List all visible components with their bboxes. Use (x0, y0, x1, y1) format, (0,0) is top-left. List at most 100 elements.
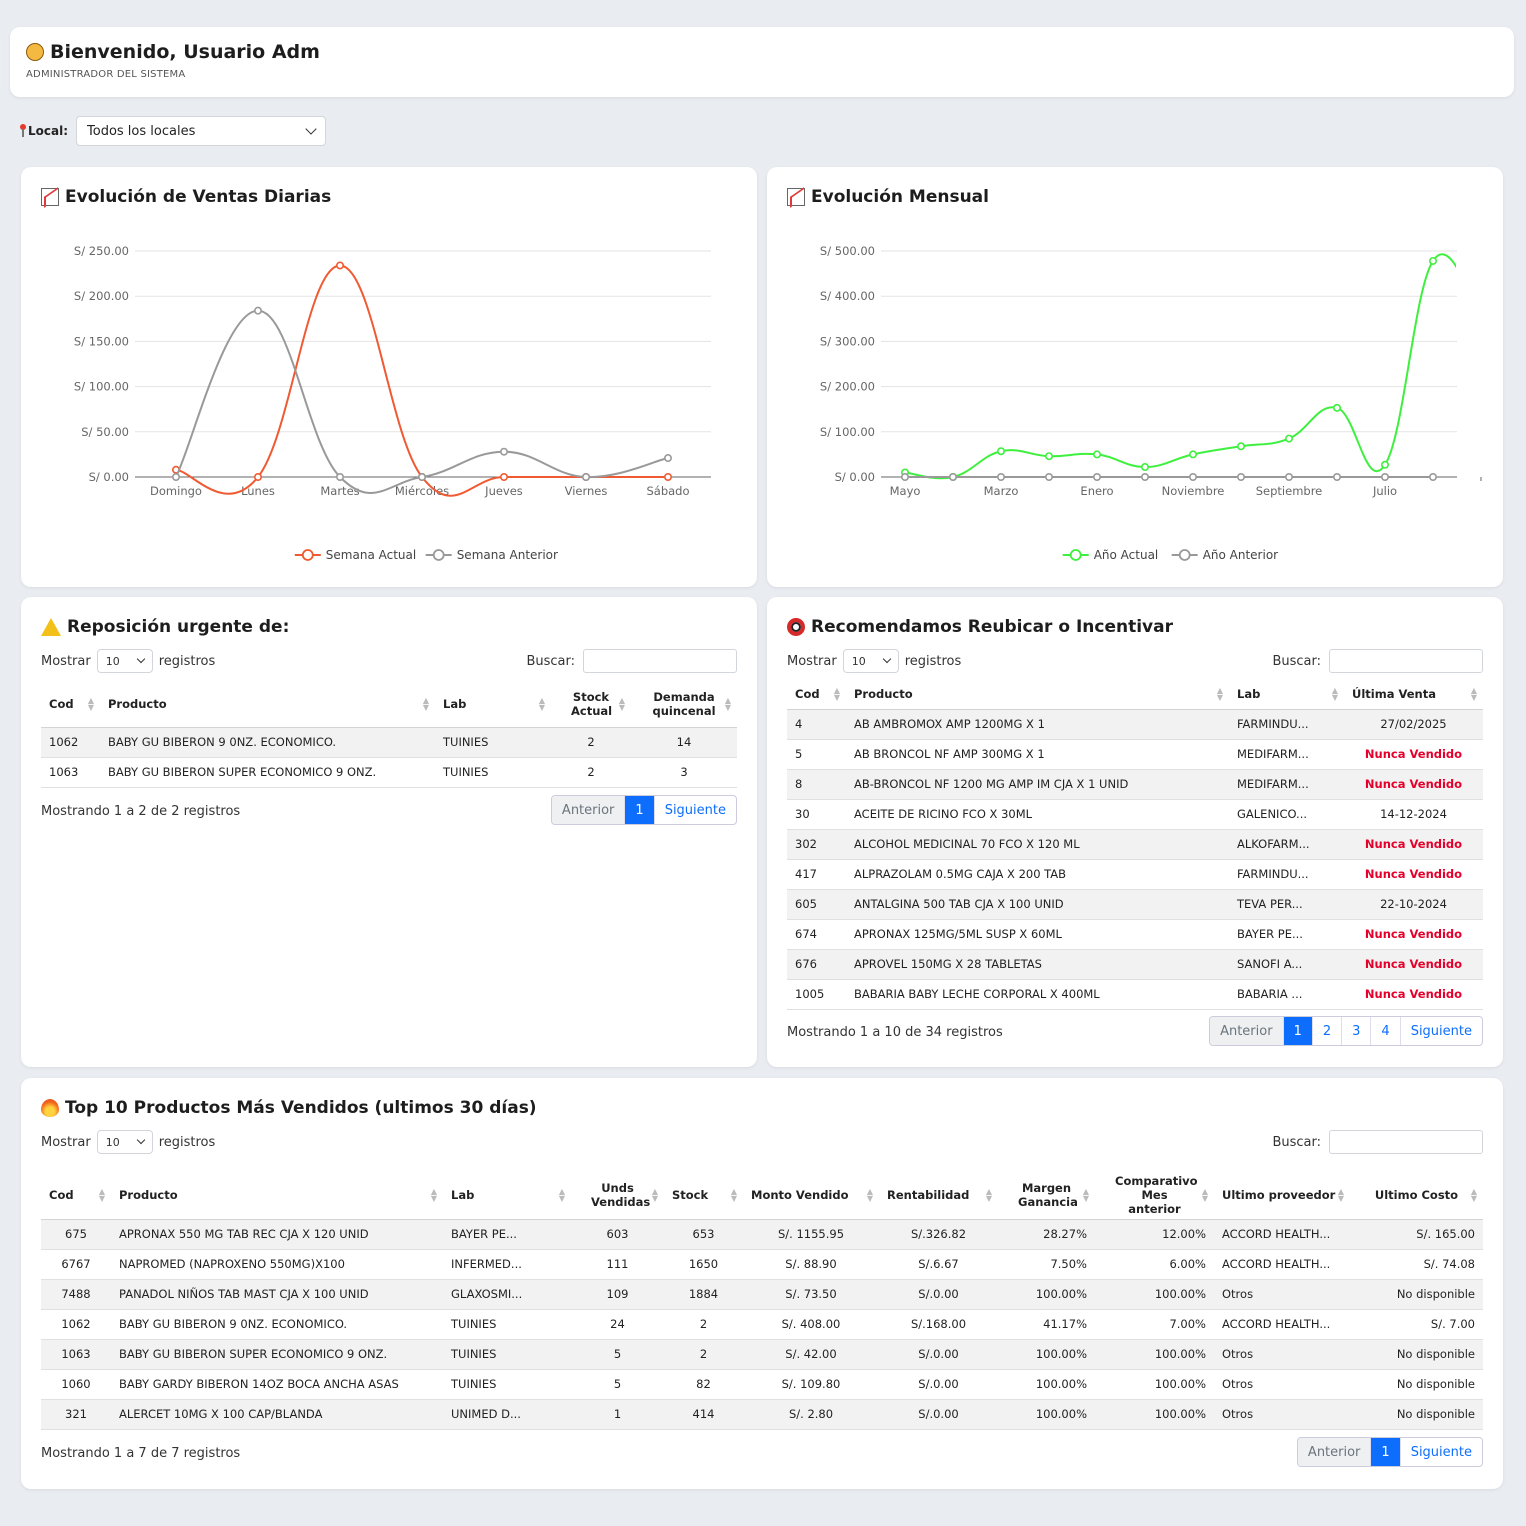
data-point[interactable] (901, 472, 910, 481)
col-header-lab[interactable]: Lab ▲ ▼ (1229, 679, 1344, 710)
data-point[interactable] (663, 454, 672, 463)
page-button-3[interactable]: 3 (1341, 1017, 1370, 1045)
sort-icon: ▲ ▼ (558, 1187, 565, 1204)
col-header-unds-vendidas[interactable]: Unds Vendidas ▲ ▼ (571, 1172, 664, 1220)
prev-page-button[interactable]: Anterior (1297, 1438, 1371, 1466)
cell-cod: 1005 (787, 979, 846, 1010)
data-point[interactable] (1140, 463, 1149, 472)
data-point[interactable] (1188, 472, 1197, 481)
legend-marker[interactable] (432, 549, 445, 561)
page-length-select[interactable]: 10 (96, 649, 153, 673)
legend-marker[interactable] (1069, 549, 1082, 561)
chevron-down-icon (305, 123, 317, 135)
cell-comparativo-mes-anterior: 7.00% (1095, 1309, 1214, 1340)
data-point[interactable] (663, 472, 672, 481)
col-header-cod[interactable]: Cod ▲ ▼ (787, 679, 846, 710)
data-point[interactable] (1428, 256, 1437, 265)
cell-stock: 2 (664, 1309, 743, 1340)
col-header-stock-actual[interactable]: Stock Actual ▲ ▼ (551, 681, 631, 728)
page-length-select[interactable]: 10 (96, 1130, 153, 1154)
col-header-ultima-venta[interactable]: Última Venta ▲ ▼ (1344, 679, 1483, 710)
legend-label-semana-anterior[interactable]: Semana Anterior (457, 548, 558, 562)
col-header-lab[interactable]: Lab ▲ ▼ (435, 681, 551, 728)
next-page-button[interactable]: Siguiente (1399, 1017, 1482, 1045)
col-header-ultimo-costo[interactable]: Ultimo Costo ▲ ▼ (1350, 1172, 1483, 1220)
cell-stock-actual: 2 (551, 757, 631, 788)
data-point[interactable] (1428, 472, 1437, 481)
col-header-monto-vendido[interactable]: Monto Vendido ▲ ▼ (743, 1172, 879, 1220)
data-point[interactable] (254, 306, 263, 315)
data-point[interactable] (1332, 403, 1341, 412)
legend-label-ano-actual[interactable]: Año Actual (1094, 548, 1159, 562)
col-header-stock[interactable]: Stock ▲ ▼ (664, 1172, 743, 1220)
data-point[interactable] (417, 472, 426, 481)
col-header-comparativo-mes-anterior[interactable]: Comparativo Mes anterior ▲ ▼ (1095, 1172, 1214, 1220)
col-header-ultimo-proveedor[interactable]: Ultimo proveedor ▲ ▼ (1214, 1172, 1350, 1220)
col-header-producto[interactable]: Producto ▲ ▼ (100, 681, 435, 728)
data-point[interactable] (1236, 472, 1245, 481)
search-input[interactable] (583, 649, 737, 673)
page-button-4[interactable]: 4 (1370, 1017, 1399, 1045)
local-select[interactable]: Todos los locales (76, 116, 327, 146)
data-point[interactable] (1044, 472, 1053, 481)
page-length-select[interactable]: 10 (842, 649, 899, 673)
data-point[interactable] (1332, 472, 1341, 481)
cell-ultima-venta: 27/02/2025 (1344, 709, 1483, 740)
data-point[interactable] (1236, 442, 1245, 451)
col-header-producto[interactable]: Producto ▲ ▼ (111, 1172, 443, 1220)
col-header-cod[interactable]: Cod ▲ ▼ (41, 1172, 111, 1220)
data-point[interactable] (1092, 472, 1101, 481)
data-point[interactable] (1188, 450, 1197, 459)
data-point[interactable] (1380, 472, 1389, 481)
legend-label-semana-actual[interactable]: Semana Actual (326, 548, 416, 562)
data-point[interactable] (335, 261, 344, 270)
next-page-button[interactable]: Siguiente (653, 796, 736, 824)
col-header-producto[interactable]: Producto ▲ ▼ (846, 679, 1229, 710)
data-point[interactable] (1092, 450, 1101, 459)
prev-page-button[interactable]: Anterior (551, 796, 625, 824)
data-point[interactable] (1284, 472, 1293, 481)
data-point[interactable] (1380, 460, 1389, 469)
col-header-lab[interactable]: Lab ▲ ▼ (443, 1172, 571, 1220)
data-point[interactable] (997, 447, 1006, 456)
col-header-rentabilidad[interactable]: Rentabilidad ▲ ▼ (879, 1172, 998, 1220)
page-button-1[interactable]: 1 (1282, 1017, 1312, 1045)
data-point[interactable] (499, 472, 508, 481)
col-header-cod[interactable]: Cod ▲ ▼ (41, 681, 100, 728)
data-point[interactable] (581, 472, 590, 481)
search-input[interactable] (1329, 1130, 1483, 1154)
urgent-title: Reposición urgente de: (41, 617, 289, 637)
data-point[interactable] (335, 472, 344, 481)
cell-comparativo-mes-anterior: 100.00% (1095, 1369, 1214, 1400)
col-header-margen-ganancia[interactable]: Margen Ganancia ▲ ▼ (998, 1172, 1095, 1220)
table-row: 7488 PANADOL NIÑOS TAB MAST CJA X 100 UNI… (41, 1279, 1483, 1310)
page-button-1[interactable]: 1 (1370, 1438, 1400, 1466)
data-point[interactable] (1044, 452, 1053, 461)
x-tick-label: Julio (1372, 484, 1397, 498)
legend-marker[interactable] (1178, 549, 1191, 561)
cell-comparativo-mes-anterior: 6.00% (1095, 1249, 1214, 1280)
data-point[interactable] (1284, 434, 1293, 443)
col-header-demanda-quincenal[interactable]: Demanda quincenal ▲ ▼ (631, 681, 737, 728)
next-page-button[interactable]: Siguiente (1399, 1438, 1482, 1466)
cell-producto: ACEITE DE RICINO FCO X 30ML (846, 799, 1229, 830)
data-point[interactable] (499, 447, 508, 456)
data-point[interactable] (949, 472, 958, 481)
data-point[interactable] (1140, 472, 1149, 481)
prev-page-button[interactable]: Anterior (1210, 1017, 1283, 1045)
page-button-1[interactable]: 1 (624, 796, 654, 824)
cell-lab: TUINIES (443, 1309, 571, 1340)
legend-label-ano-anterior[interactable]: Año Anterior (1203, 548, 1278, 562)
search-input[interactable] (1329, 649, 1483, 673)
cell-stock-actual: 2 (551, 727, 631, 758)
y-tick-label: S/ 50.00 (81, 425, 129, 439)
cell-rentabilidad: S/.326.82 (879, 1219, 998, 1250)
cell-ultimo-proveedor: ACCORD HEALTH... (1214, 1249, 1350, 1280)
data-point[interactable] (997, 472, 1006, 481)
legend-marker[interactable] (301, 549, 314, 561)
data-point[interactable] (254, 472, 263, 481)
cell-producto: NAPROMED (NAPROXENO 550MG)X100 (111, 1249, 443, 1280)
data-point[interactable] (172, 472, 181, 481)
page-button-2[interactable]: 2 (1311, 1017, 1341, 1045)
cell-cod: 1063 (41, 757, 100, 788)
